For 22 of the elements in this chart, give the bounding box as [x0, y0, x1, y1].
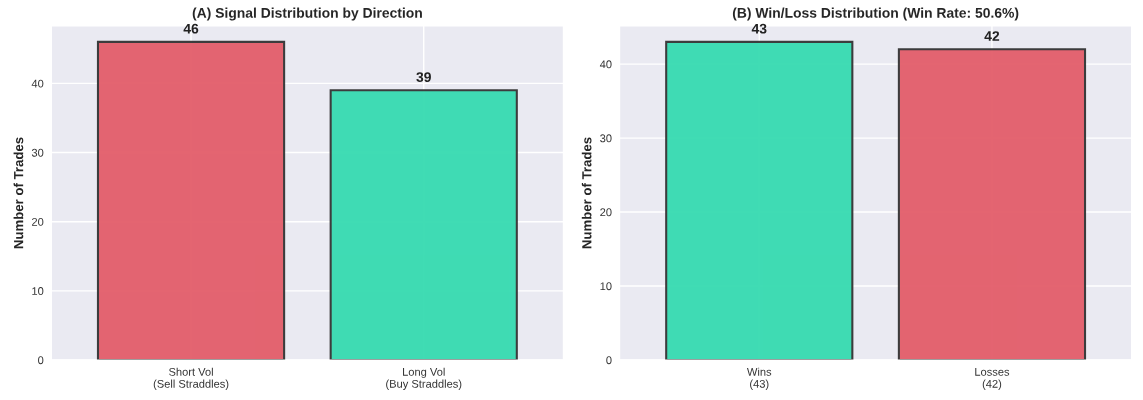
data-label: 42 — [984, 31, 1000, 41]
data-label: 43 — [751, 23, 767, 34]
data-label: 39 — [416, 72, 431, 83]
y-axis-title: Number of Trades — [581, 137, 592, 249]
y-tick-label: 20 — [32, 217, 44, 226]
y-tick-label: 10 — [600, 282, 612, 291]
y-tick-label: 0 — [38, 356, 44, 365]
x-tick-label: Wins (43) — [746, 367, 772, 390]
y-tick-label: 40 — [599, 60, 612, 69]
chart-title: (A) Signal Distribution by Direction — [192, 7, 422, 21]
y-tick-label: 30 — [600, 134, 612, 143]
y-tick-label: 30 — [31, 148, 44, 157]
chart-title: (B) Win/Loss Distribution (Win Rate: 50.6%) — [732, 7, 1019, 21]
x-tick-label: Long Vol (Buy Straddles) — [386, 367, 462, 390]
x-tick-label: Losses (42) — [975, 368, 1010, 390]
y-tick-label: 20 — [600, 208, 612, 217]
data-label: 46 — [183, 23, 199, 34]
y-axis-title: Number of Trades — [13, 137, 24, 249]
y-tick-label: 40 — [31, 79, 44, 88]
y-tick-label: 10 — [32, 287, 44, 295]
y-tick-label: 0 — [606, 356, 612, 365]
x-tick-label: Short Vol (Sell Straddles) — [153, 367, 229, 390]
